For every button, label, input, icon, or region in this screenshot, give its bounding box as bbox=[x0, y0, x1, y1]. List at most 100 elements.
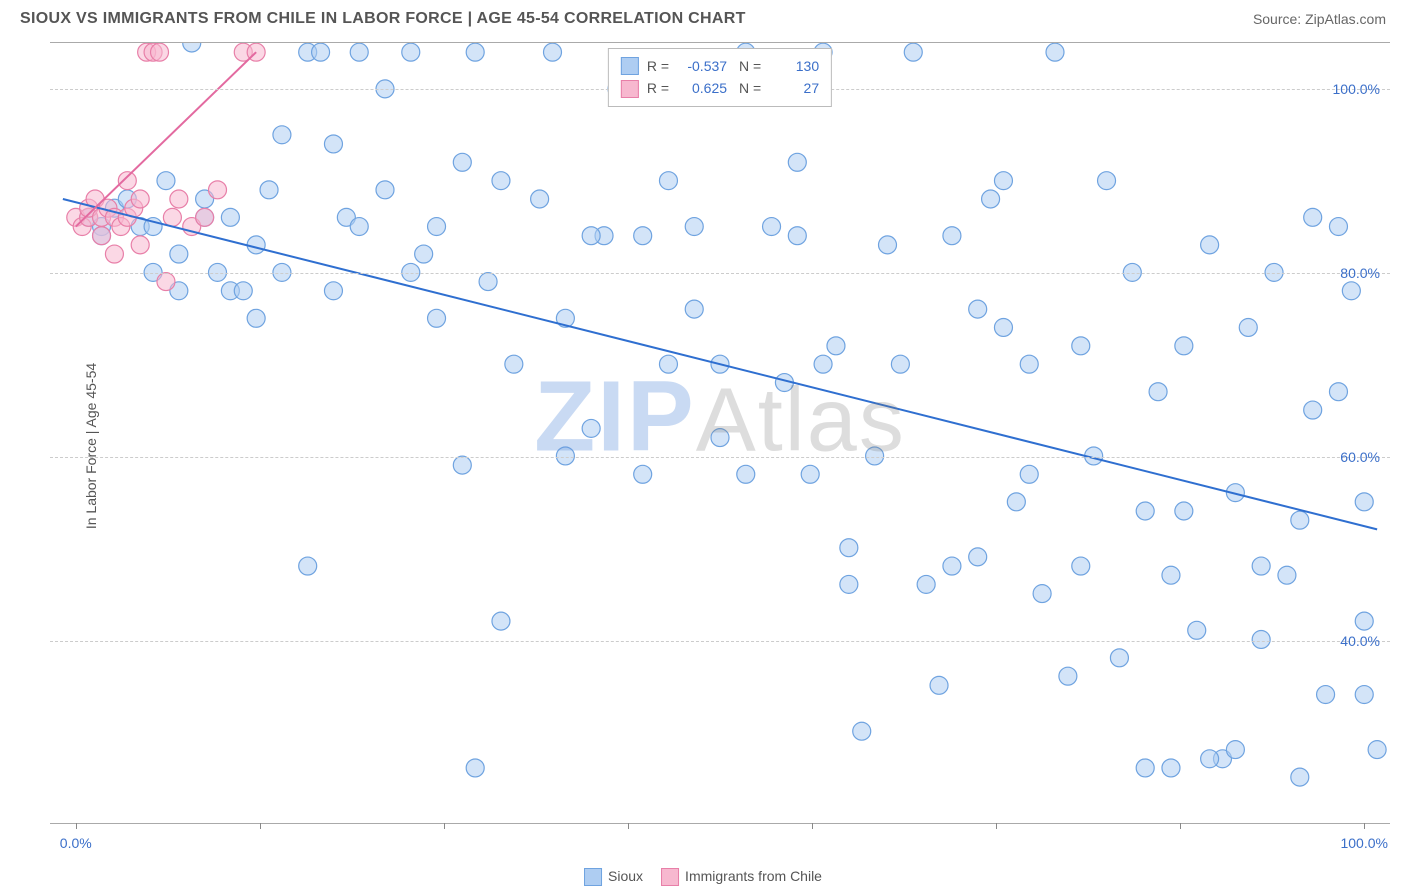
data-point bbox=[1059, 667, 1077, 685]
series-legend: Sioux Immigrants from Chile bbox=[584, 868, 822, 886]
data-point bbox=[1175, 502, 1193, 520]
source-attribution: Source: ZipAtlas.com bbox=[1253, 11, 1386, 27]
stats-legend-row: R =0.625 N =27 bbox=[621, 77, 819, 99]
data-point bbox=[324, 282, 342, 300]
data-point bbox=[428, 309, 446, 327]
y-tick-label: 100.0% bbox=[1333, 81, 1380, 97]
x-tick bbox=[1180, 823, 1181, 829]
data-point bbox=[492, 612, 510, 630]
data-point bbox=[840, 575, 858, 593]
data-point bbox=[453, 153, 471, 171]
data-point bbox=[556, 447, 574, 465]
data-point bbox=[157, 172, 175, 190]
data-point bbox=[943, 227, 961, 245]
data-point bbox=[247, 309, 265, 327]
stats-legend: R =-0.537 N =130R =0.625 N =27 bbox=[608, 48, 832, 107]
data-point bbox=[131, 236, 149, 254]
data-point bbox=[350, 43, 368, 61]
data-point bbox=[157, 273, 175, 291]
data-point bbox=[453, 456, 471, 474]
data-point bbox=[1162, 759, 1180, 777]
data-point bbox=[1329, 383, 1347, 401]
data-point bbox=[1098, 172, 1116, 190]
legend-swatch bbox=[584, 868, 602, 886]
data-point bbox=[105, 245, 123, 263]
legend-label: Immigrants from Chile bbox=[685, 868, 822, 884]
data-point bbox=[273, 126, 291, 144]
data-point bbox=[582, 227, 600, 245]
x-tick bbox=[1364, 823, 1365, 829]
data-point bbox=[866, 447, 884, 465]
y-tick-label: 80.0% bbox=[1340, 265, 1380, 281]
legend-item: Immigrants from Chile bbox=[661, 868, 822, 886]
data-point bbox=[247, 236, 265, 254]
trend-line bbox=[63, 199, 1377, 529]
data-point bbox=[634, 465, 652, 483]
data-point bbox=[1329, 218, 1347, 236]
data-point bbox=[428, 218, 446, 236]
data-point bbox=[163, 208, 181, 226]
data-point bbox=[151, 43, 169, 61]
data-point bbox=[969, 300, 987, 318]
data-point bbox=[1162, 566, 1180, 584]
data-point bbox=[466, 759, 484, 777]
gridline bbox=[50, 457, 1390, 458]
data-point bbox=[685, 218, 703, 236]
x-tick-label: 100.0% bbox=[1340, 835, 1387, 851]
legend-label: Sioux bbox=[608, 868, 643, 884]
data-point bbox=[917, 575, 935, 593]
data-point bbox=[402, 43, 420, 61]
chart-title: SIOUX VS IMMIGRANTS FROM CHILE IN LABOR … bbox=[20, 10, 746, 28]
data-point bbox=[1355, 686, 1373, 704]
data-point bbox=[1136, 502, 1154, 520]
data-point bbox=[544, 43, 562, 61]
data-point bbox=[1317, 686, 1335, 704]
data-point bbox=[982, 190, 1000, 208]
r-value: -0.537 bbox=[677, 55, 727, 77]
legend-swatch bbox=[621, 80, 639, 98]
n-label: N = bbox=[735, 77, 761, 99]
data-point bbox=[234, 282, 252, 300]
data-point bbox=[711, 429, 729, 447]
data-point bbox=[1020, 465, 1038, 483]
trend-line bbox=[76, 52, 256, 226]
data-point bbox=[1072, 337, 1090, 355]
r-label: R = bbox=[647, 77, 669, 99]
data-point bbox=[93, 227, 111, 245]
data-point bbox=[1239, 318, 1257, 336]
data-point bbox=[788, 227, 806, 245]
data-point bbox=[1304, 401, 1322, 419]
x-tick-label: 0.0% bbox=[60, 835, 92, 851]
legend-item: Sioux bbox=[584, 868, 643, 886]
data-point bbox=[312, 43, 330, 61]
stats-legend-row: R =-0.537 N =130 bbox=[621, 55, 819, 77]
data-point bbox=[350, 218, 368, 236]
y-tick-label: 60.0% bbox=[1340, 449, 1380, 465]
x-tick bbox=[260, 823, 261, 829]
x-tick bbox=[444, 823, 445, 829]
data-point bbox=[1291, 511, 1309, 529]
scatter-plot-svg bbox=[50, 43, 1390, 823]
x-tick bbox=[628, 823, 629, 829]
n-label: N = bbox=[735, 55, 761, 77]
data-point bbox=[737, 465, 755, 483]
data-point bbox=[763, 218, 781, 236]
data-point bbox=[1201, 750, 1219, 768]
data-point bbox=[196, 208, 214, 226]
gridline bbox=[50, 641, 1390, 642]
data-point bbox=[891, 355, 909, 373]
data-point bbox=[994, 172, 1012, 190]
data-point bbox=[1304, 208, 1322, 226]
data-point bbox=[659, 172, 677, 190]
data-point bbox=[788, 153, 806, 171]
data-point bbox=[853, 722, 871, 740]
data-point bbox=[299, 557, 317, 575]
data-point bbox=[492, 172, 510, 190]
data-point bbox=[376, 181, 394, 199]
data-point bbox=[994, 318, 1012, 336]
data-point bbox=[1291, 768, 1309, 786]
gridline bbox=[50, 273, 1390, 274]
data-point bbox=[1007, 493, 1025, 511]
data-point bbox=[879, 236, 897, 254]
data-point bbox=[685, 300, 703, 318]
